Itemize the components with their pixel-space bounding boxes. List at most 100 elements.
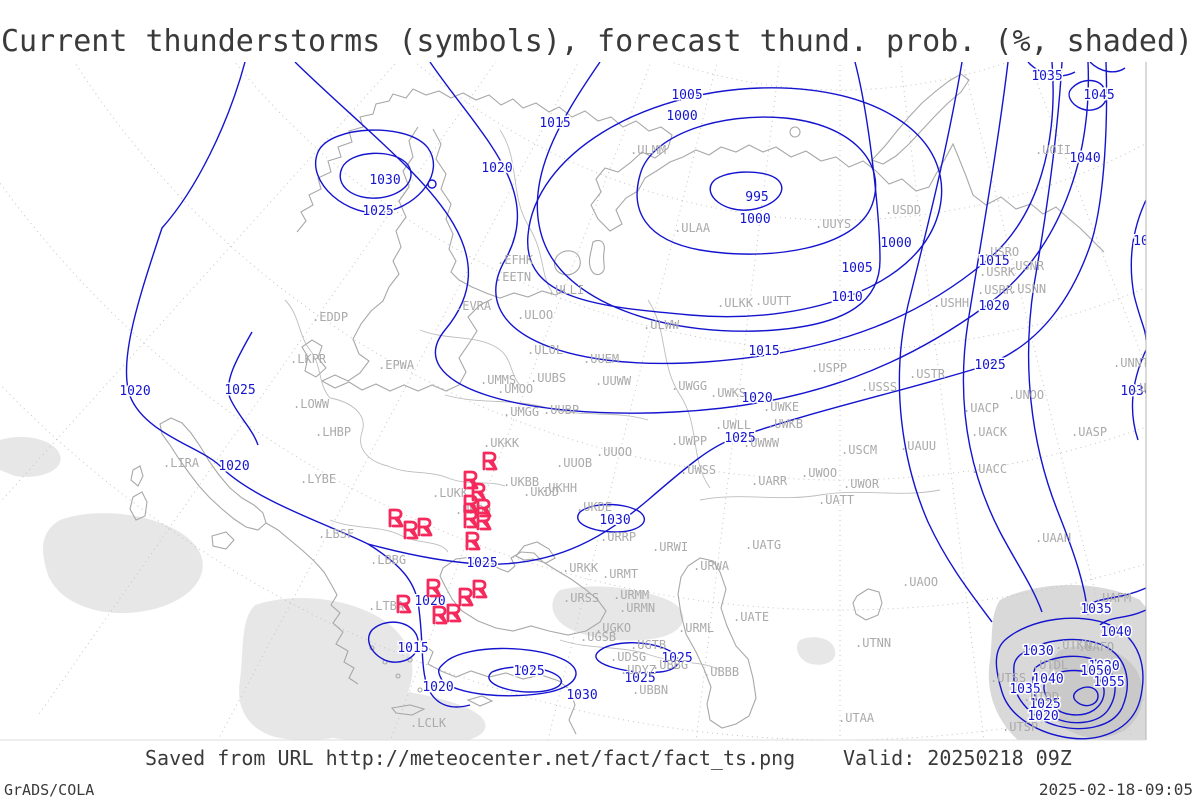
station-label: .USHH [933,296,969,310]
isobar-label: 1050 [1080,664,1111,679]
station-label: .UATG [745,538,781,552]
station-label: .LYBE [300,472,336,486]
border-shape [559,639,721,671]
station-label: .USCM [841,443,877,457]
isobar-label: 1025 [724,431,755,446]
station-label: .URMN [619,601,655,615]
station-label: .UACP [963,401,999,415]
graticule-shape [900,62,985,740]
station-label: .UNOO [1008,388,1044,402]
coastline-shape [419,640,577,735]
station-label: .EFHK [497,253,534,267]
station-label: .URKK [562,561,599,575]
isobar-shape [1027,62,1076,77]
valid-time-text: Valid: 20250218 09Z [843,746,1072,770]
coastline-shape [129,491,148,521]
isobar-label: 1020 [741,391,772,406]
isobar-shape [709,171,783,211]
station-label: .UWOR [843,477,880,491]
station-label: .UTDL [1032,658,1068,672]
isobar-label: 1000 [666,109,697,124]
isobar-label: 10 [1133,234,1149,249]
probability-shading-shape [0,436,61,477]
station-label: .ULWW [643,318,680,332]
graticule-shape [695,62,780,740]
station-label: .UKKK [483,436,520,450]
isobar-label: 1015 [978,254,1009,269]
station-label: .UUOO [596,445,632,459]
thunderstorm-symbol [403,520,419,540]
station-label: .LBSF [318,527,354,541]
station-label: .UWPP [671,434,707,448]
isobar-label: 1035 [1009,682,1040,697]
isobar-label: 1020 [218,459,249,474]
station-label: .LTBA [368,599,405,613]
isobar-layer [125,62,1146,740]
station-label: .UUBP [543,403,579,417]
station-label: .UDSG [610,650,646,664]
station-label: .UUTT [755,294,791,308]
isobar-shape [437,647,577,697]
station-label: .UKBB [503,475,539,489]
isobar-label: 1040 [1032,672,1063,687]
coastline-shape [789,126,801,138]
border-shape [284,299,331,399]
isobar-label: 1055 [1093,675,1124,690]
isobar-label: 1005 [671,88,702,103]
isobar-shape [367,62,1108,565]
coastline-shape [677,557,757,729]
coastline-shape [265,522,359,685]
coastline-shape [390,704,426,716]
isobar-label: 1040 [1069,151,1100,166]
border-shape [699,489,941,501]
isobar-label: 1035 [1080,602,1111,617]
coastline-shape [439,551,607,636]
station-label: .LUKK [432,486,469,500]
isobar-shape [577,503,646,533]
isobar-shape [1073,686,1099,707]
station-label: .UUEM [583,352,619,366]
station-label: .UTSP [1002,720,1038,734]
station-label: .URML [678,621,714,635]
border-shape [329,519,449,553]
station-label: .USNR [1008,259,1045,273]
station-label: .USSS [861,380,897,394]
isobar-shape [1089,62,1126,73]
isobar-shape [488,666,563,693]
isobar-label: 1035 [1031,69,1062,84]
station-label: .UMMS [480,373,516,387]
isobar-label: 1025 [362,204,393,219]
station-label: .UUYS [815,217,851,231]
thunderstorm-symbol [446,603,462,623]
coastline-shape [395,673,401,679]
station-label: .UWGG [671,379,707,393]
thunderstorm-symbol [465,531,481,551]
isobar-label: 995 [745,190,768,205]
station-label: .UWWW [743,436,780,450]
station-label: .UACC [971,462,1007,476]
station-label: .UOII [1035,143,1071,157]
station-label: .URMT [602,567,638,581]
isobar-label: 1040 [1100,625,1131,640]
isobar-shape [125,62,471,708]
station-label: .UGTB [630,638,666,652]
station-label: .USRO [983,245,1019,259]
coastline-shape [301,339,327,378]
station-label: .UBBB [703,665,739,679]
station-label: .UUWW [595,374,632,388]
station-label: .USRK [979,265,1016,279]
station-label: .UAOO [902,575,938,589]
station-label: .UNNT [1113,356,1149,370]
isobar-shape [1084,587,1146,608]
station-label: .LBBG [370,553,406,567]
station-label: .LIRA [163,456,200,470]
station-label: .UGKO [595,621,631,635]
isobar-label: 1020 [481,161,512,176]
station-label: .UWLL [715,418,751,432]
station-label: .USTR [909,367,946,381]
saved-url-text: Saved from URL http://meteocenter.net/fa… [145,746,796,770]
coastline-shape [871,73,970,165]
isobar-label: 1020 [119,384,150,399]
